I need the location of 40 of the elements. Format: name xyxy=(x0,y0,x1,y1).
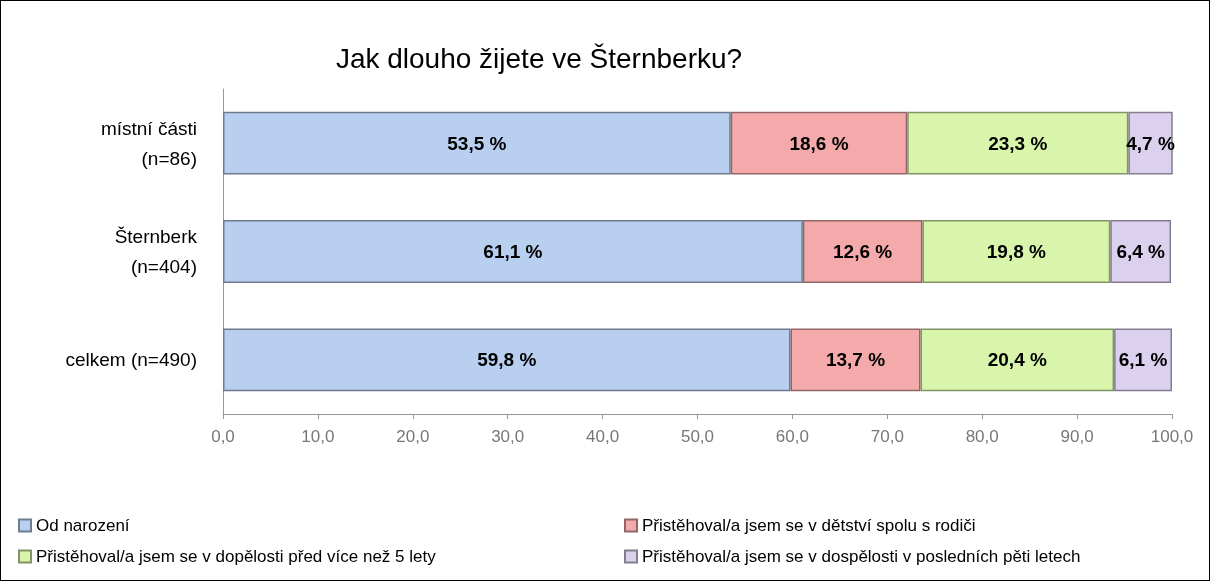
y-tick-label: Šternberk (n=404) xyxy=(114,226,198,277)
data-label: 19,8 % xyxy=(986,241,1047,262)
data-label: 61,1 % xyxy=(483,241,543,262)
legend-label: Od narození xyxy=(36,516,130,535)
x-tick-label: 0,0 xyxy=(211,427,235,446)
x-tick-label: 30,0 xyxy=(491,427,525,446)
x-tick-label: 60,0 xyxy=(775,427,809,446)
bar xyxy=(790,328,921,392)
data-label: 6,4 % xyxy=(1116,241,1166,262)
x-tick-label: 80,0 xyxy=(965,427,999,446)
x-tick-label: 20,0 xyxy=(396,427,430,446)
chart-title: Jak dlouho žijete ve Šternberku? xyxy=(335,42,743,74)
bar xyxy=(920,328,1115,392)
data-label: 53,5 % xyxy=(447,132,507,154)
bar xyxy=(802,220,923,283)
bar xyxy=(1110,220,1172,283)
x-tick-label: 40,0 xyxy=(586,427,620,446)
x-tick-label: 70,0 xyxy=(870,427,904,446)
data-label: 20,4 % xyxy=(987,349,1047,371)
data-label: 13,7 % xyxy=(825,349,886,371)
legend-label: Přistěhoval/a jsem se v dětství spolu s rodiči xyxy=(642,516,976,535)
bar xyxy=(922,220,1111,283)
data-label: 18,6 % xyxy=(789,132,849,154)
y-tick-label: místní části (n=86) xyxy=(100,117,197,169)
x-tick-label: 100,0 xyxy=(1150,427,1194,446)
legend-label: Přistěhoval/a jsem se v dospělosti v posledních pěti letech xyxy=(642,547,1081,566)
bar xyxy=(223,328,791,392)
bar xyxy=(1114,328,1172,392)
data-label: 23,3 % xyxy=(988,132,1048,154)
y-tick-label: celkem (n=490) xyxy=(65,349,197,371)
bar xyxy=(730,111,908,175)
bar xyxy=(223,111,731,175)
legend-label: Přistěhoval/a jsem se v dopělosti před více než 5 lety xyxy=(36,547,437,566)
x-tick-label: 50,0 xyxy=(680,427,715,446)
data-label: 12,6 % xyxy=(833,241,893,262)
data-label: 6,1 % xyxy=(1118,349,1168,371)
x-tick-label: 90,0 xyxy=(1060,427,1094,446)
data-label: 59,8 % xyxy=(477,349,537,371)
x-tick-label: 10,0 xyxy=(301,427,335,446)
bar xyxy=(223,220,803,283)
